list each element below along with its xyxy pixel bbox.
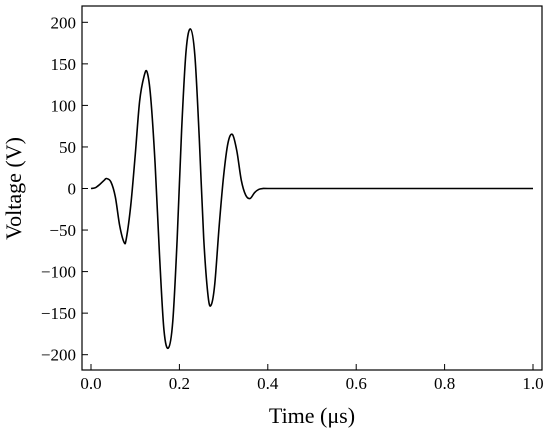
y-tick-label: −50 [49, 221, 76, 240]
x-tick-label: 0.6 [346, 374, 367, 393]
voltage-series-line [90, 28, 533, 350]
y-tick-label: 100 [51, 96, 77, 115]
y-tick-label: −100 [41, 263, 76, 282]
x-tick-label: 0.2 [169, 374, 190, 393]
x-axis-title: Time (μs) [269, 403, 355, 428]
y-tick-label: −150 [41, 304, 76, 323]
x-tick-label: 0.4 [257, 374, 279, 393]
y-tick-label: 150 [51, 55, 77, 74]
x-tick-label: 1.0 [522, 374, 543, 393]
y-axis-ticks: −200 −150 −100 −50 0 50 100 150 200 [41, 13, 88, 365]
y-tick-label: 50 [59, 138, 76, 157]
x-tick-label: 0.0 [80, 374, 101, 393]
y-tick-label: 0 [68, 180, 77, 199]
x-tick-label: 0.8 [434, 374, 455, 393]
y-axis-title: Voltage (V) [1, 137, 26, 240]
y-tick-label: −200 [41, 346, 76, 365]
x-axis-ticks: 0.0 0.2 0.4 0.6 0.8 1.0 [80, 364, 544, 393]
y-tick-label: 200 [51, 13, 77, 32]
